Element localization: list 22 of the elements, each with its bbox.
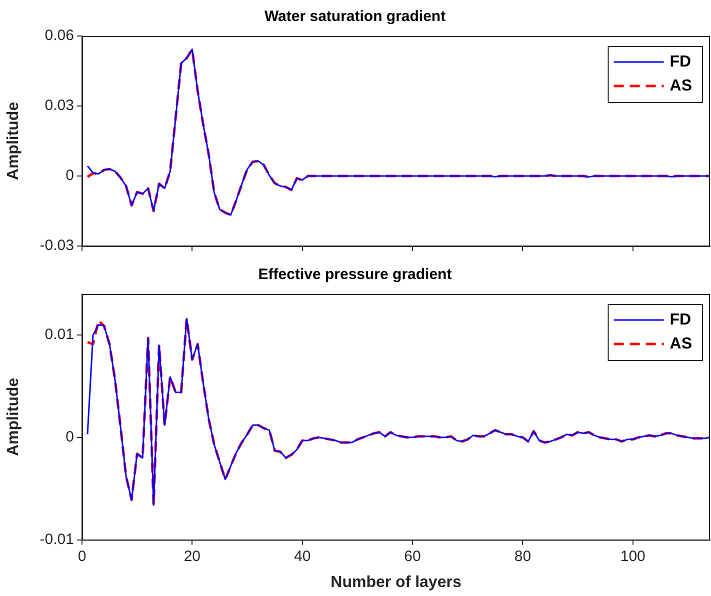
x-tick-label: 20 xyxy=(184,548,201,565)
chart-title: Effective pressure gradient xyxy=(258,266,452,284)
y-axis-title: Amplitude xyxy=(5,378,22,456)
chart-title: Water saturation gradient xyxy=(264,8,446,26)
y-tick-label: 0.01 xyxy=(44,326,74,344)
x-tick-label: 60 xyxy=(404,548,421,565)
y-tick-label: 0.06 xyxy=(44,27,74,44)
legend-label: AS xyxy=(670,77,692,94)
y-axis-title: Amplitude xyxy=(5,102,22,180)
x-tick-label: 80 xyxy=(514,548,532,565)
legend-label: FD xyxy=(670,311,692,328)
x-tick-label: 0 xyxy=(78,548,86,565)
x-axis-title: Number of layers xyxy=(330,574,462,591)
y-tick-label: -0.01 xyxy=(40,530,74,548)
y-tick-label: -0.03 xyxy=(40,237,74,254)
y-tick-label: 0 xyxy=(66,167,74,184)
legend-label: FD xyxy=(670,53,692,70)
y-tick-label: 0.03 xyxy=(44,97,74,114)
x-tick-label: 100 xyxy=(620,548,646,565)
legend-label: AS xyxy=(670,335,692,352)
y-tick-label: 0 xyxy=(66,428,74,446)
x-tick-label: 40 xyxy=(294,548,311,565)
